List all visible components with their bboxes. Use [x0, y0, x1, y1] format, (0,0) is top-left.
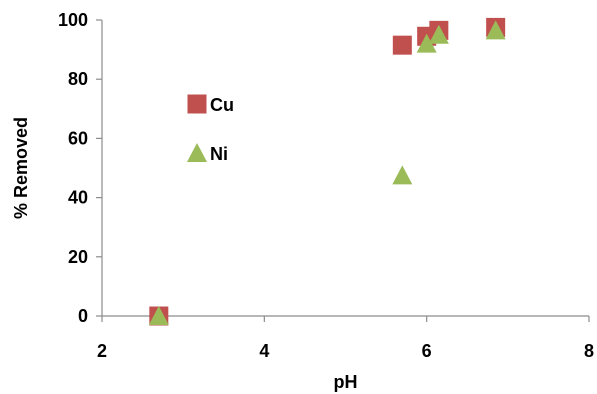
legend-cu-marker — [187, 94, 207, 114]
axes: 0 20 40 60 80 100 2 4 6 8 pH % Removed — [11, 10, 594, 392]
ni-data-point — [148, 306, 169, 325]
y-tick-label: 40 — [68, 188, 88, 208]
x-tick-label: 8 — [584, 341, 594, 361]
ni-data-point — [428, 24, 449, 44]
ni-data-point — [416, 33, 437, 53]
x-tick-label: 6 — [422, 341, 432, 361]
ni-data-point — [485, 20, 506, 40]
y-tick-label: 100 — [58, 10, 88, 30]
y-tick-label: 60 — [68, 128, 88, 148]
y-tick-label: 80 — [68, 69, 88, 89]
ni-data-point — [392, 165, 413, 185]
legend: Cu Ni — [187, 94, 234, 164]
x-tick-label: 2 — [97, 341, 107, 361]
cu-data-point — [392, 35, 412, 55]
y-tick-label: 0 — [78, 306, 88, 326]
x-axis-title: pH — [334, 372, 358, 392]
legend-cu-label: Cu — [210, 95, 234, 115]
x-tick-label: 4 — [259, 341, 269, 361]
y-tick-label: 20 — [68, 247, 88, 267]
data-points — [148, 17, 506, 326]
y-axis-title: % Removed — [11, 117, 31, 219]
legend-ni-label: Ni — [210, 144, 228, 164]
legend-ni-marker — [187, 143, 207, 162]
